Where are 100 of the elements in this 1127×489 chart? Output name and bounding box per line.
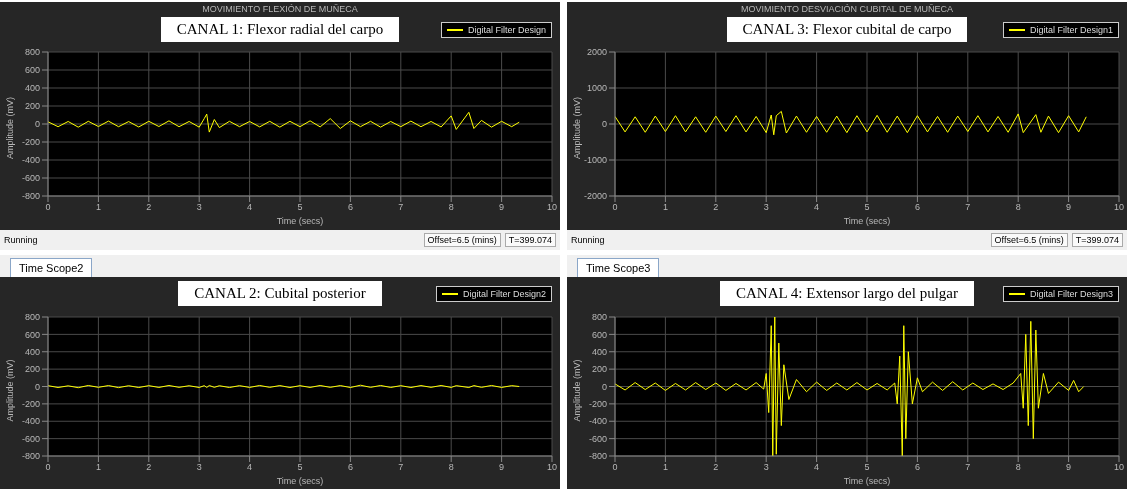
line-series bbox=[48, 111, 520, 133]
y-tick-label: 400 bbox=[24, 83, 40, 94]
text: Running bbox=[571, 235, 606, 245]
legend-label: Digital Filter Design3 bbox=[1028, 289, 1113, 299]
y-axis-title: Amplitude (mV) bbox=[572, 359, 583, 422]
y-axis-title: Amplitude (mV) bbox=[5, 96, 16, 159]
x-tick-label: 0 bbox=[45, 202, 51, 213]
x-tick-label: 10 bbox=[1113, 202, 1125, 213]
x-tick-label: 0 bbox=[45, 462, 51, 473]
x-tick-label: 3 bbox=[196, 462, 202, 473]
text: CANAL 3: Flexor cubital de carpo bbox=[726, 17, 968, 42]
y-axis-title: Amplitude (mV) bbox=[5, 359, 16, 422]
y-tick-label: 200 bbox=[24, 101, 40, 112]
y-tick-label: -600 bbox=[588, 433, 607, 444]
chart-title: MOVIMIENTO FLEXIÓN DE MUÑECA bbox=[201, 4, 359, 14]
x-tick-label: 9 bbox=[499, 202, 505, 213]
x-tick-label: 0 bbox=[612, 202, 618, 213]
text: Offset=6.5 (mins) bbox=[990, 233, 1068, 247]
y-tick-label: -600 bbox=[21, 433, 40, 444]
y-tick-label: -2000 bbox=[583, 191, 607, 202]
x-tick-label: 1 bbox=[662, 202, 668, 213]
x-tick-label: 6 bbox=[347, 462, 353, 473]
x-tick-label: 4 bbox=[247, 202, 253, 213]
y-tick-label: -400 bbox=[588, 416, 607, 427]
x-axis-title: Time (secs) bbox=[276, 476, 324, 486]
x-tick-label: 9 bbox=[499, 462, 505, 473]
x-tick-label: 3 bbox=[196, 202, 202, 213]
line-series bbox=[615, 317, 1085, 456]
y-tick-label: 800 bbox=[24, 47, 40, 58]
x-tick-label: 5 bbox=[297, 462, 303, 473]
y-tick-label: 600 bbox=[24, 65, 40, 76]
x-tick-label: 9 bbox=[1066, 462, 1072, 473]
y-tick-label: 400 bbox=[591, 346, 607, 357]
x-tick-label: 8 bbox=[448, 462, 454, 473]
text: Offset=6.5 (mins) bbox=[423, 233, 501, 247]
x-tick-label: 4 bbox=[247, 462, 253, 473]
x-tick-label: 7 bbox=[965, 202, 971, 213]
y-tick-label: 800 bbox=[24, 312, 40, 323]
chart-title: MOVIMIENTO DESVIACIÓN CUBITAL DE MUÑECA bbox=[740, 4, 954, 14]
y-tick-label: -600 bbox=[21, 173, 40, 184]
x-tick-label: 1 bbox=[662, 462, 668, 473]
y-tick-label: 400 bbox=[24, 346, 40, 357]
legend-label: Digital Filter Design bbox=[466, 25, 546, 35]
y-tick-label: 800 bbox=[591, 312, 607, 323]
text: CANAL 4: Extensor largo del pulgar bbox=[719, 281, 975, 306]
x-tick-label: 7 bbox=[398, 462, 404, 473]
x-tick-label: 9 bbox=[1066, 202, 1072, 213]
y-tick-label: 0 bbox=[34, 119, 40, 130]
x-tick-label: 0 bbox=[612, 462, 618, 473]
y-tick-label: 600 bbox=[24, 329, 40, 340]
y-tick-label: -1000 bbox=[583, 155, 607, 166]
x-tick-label: 4 bbox=[814, 462, 820, 473]
x-tick-label: 5 bbox=[864, 202, 870, 213]
y-tick-label: -800 bbox=[21, 451, 40, 462]
y-tick-label: 0 bbox=[601, 381, 607, 392]
y-axis-title: Amplitude (mV) bbox=[572, 96, 583, 159]
y-tick-label: 0 bbox=[34, 381, 40, 392]
y-tick-label: -200 bbox=[21, 137, 40, 148]
x-axis-title: Time (secs) bbox=[843, 476, 891, 486]
text: T=399.074 bbox=[504, 233, 556, 247]
x-tick-label: 6 bbox=[347, 202, 353, 213]
x-tick-label: 8 bbox=[448, 202, 454, 213]
x-tick-label: 8 bbox=[1015, 462, 1021, 473]
text: CANAL 1: Flexor radial del carpo bbox=[160, 17, 400, 42]
x-tick-label: 2 bbox=[713, 202, 719, 213]
x-tick-label: 5 bbox=[864, 462, 870, 473]
x-tick-label: 2 bbox=[146, 462, 152, 473]
x-tick-label: 8 bbox=[1015, 202, 1021, 213]
y-tick-label: 2000 bbox=[586, 47, 607, 58]
text: T=399.074 bbox=[1071, 233, 1123, 247]
x-tick-label: 3 bbox=[763, 202, 769, 213]
x-tick-label: 7 bbox=[398, 202, 404, 213]
y-tick-label: -800 bbox=[21, 191, 40, 202]
y-tick-label: -400 bbox=[21, 155, 40, 166]
y-tick-label: -400 bbox=[21, 416, 40, 427]
legend-label: Digital Filter Design1 bbox=[1028, 25, 1113, 35]
y-tick-label: 200 bbox=[24, 364, 40, 375]
y-tick-label: -800 bbox=[588, 451, 607, 462]
text: Running bbox=[4, 235, 39, 245]
y-tick-label: -200 bbox=[21, 399, 40, 410]
y-tick-label: 1000 bbox=[586, 83, 607, 94]
x-tick-label: 6 bbox=[914, 462, 920, 473]
x-axis-title: Time (secs) bbox=[276, 216, 324, 226]
x-tick-label: 10 bbox=[546, 202, 558, 213]
x-tick-label: 4 bbox=[814, 202, 820, 213]
legend-label: Digital Filter Design2 bbox=[461, 289, 546, 299]
x-tick-label: 6 bbox=[914, 202, 920, 213]
line-series bbox=[615, 110, 1087, 136]
x-tick-label: 1 bbox=[95, 202, 101, 213]
x-tick-label: 5 bbox=[297, 202, 303, 213]
x-axis-title: Time (secs) bbox=[843, 216, 891, 226]
x-tick-label: 3 bbox=[763, 462, 769, 473]
x-tick-label: 10 bbox=[1113, 462, 1125, 473]
x-tick-label: 7 bbox=[965, 462, 971, 473]
text: CANAL 2: Cubital posterior bbox=[178, 281, 382, 306]
x-tick-label: 2 bbox=[713, 462, 719, 473]
y-tick-label: 200 bbox=[591, 364, 607, 375]
y-tick-label: 0 bbox=[601, 119, 607, 130]
x-tick-label: 1 bbox=[95, 462, 101, 473]
x-tick-label: 10 bbox=[546, 462, 558, 473]
